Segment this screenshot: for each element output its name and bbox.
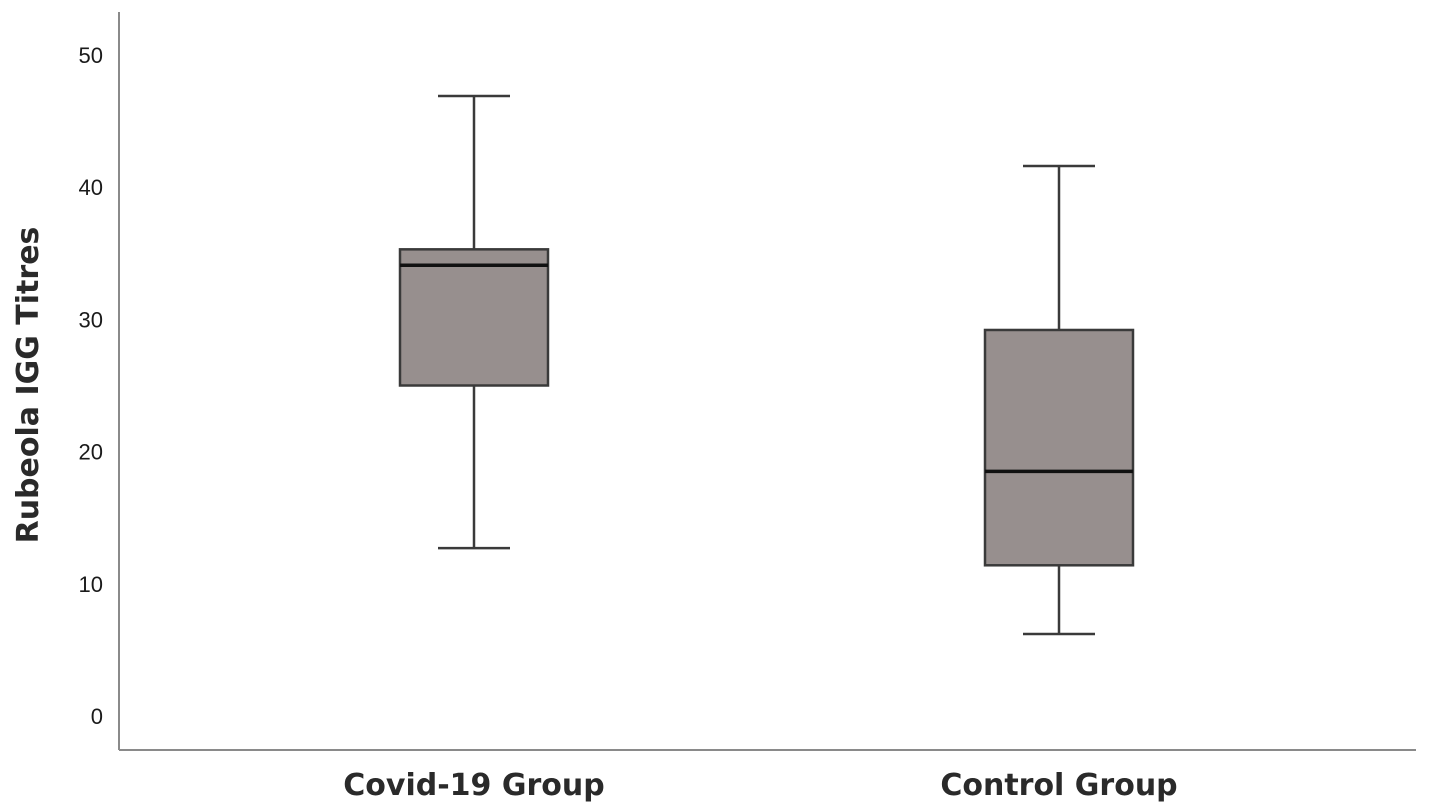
y-axis-title: Rubeola IGG Titres [11, 227, 46, 544]
box-series [398, 94, 1135, 636]
iqr-box [398, 248, 550, 387]
y-tick-label: 30 [79, 307, 103, 332]
x-category-labels: Covid-19 Group Control Group [343, 768, 1177, 803]
y-axis: 0 10 20 30 40 50 Rubeola IGG Titres [11, 12, 120, 750]
x-category-label: Control Group [940, 768, 1177, 803]
x-axis: Covid-19 Group Control Group [119, 749, 1416, 803]
y-tick-label: 0 [91, 704, 103, 729]
y-tick-label: 50 [79, 43, 103, 68]
y-tick-labels: 0 10 20 30 40 50 [79, 43, 103, 729]
iqr-box [983, 328, 1135, 567]
box-group [398, 94, 550, 550]
y-tick-label: 40 [79, 175, 103, 200]
y-tick-label: 10 [79, 572, 103, 597]
y-tick-label: 20 [79, 440, 103, 465]
x-category-label: Covid-19 Group [343, 768, 604, 803]
box-group [983, 164, 1135, 636]
